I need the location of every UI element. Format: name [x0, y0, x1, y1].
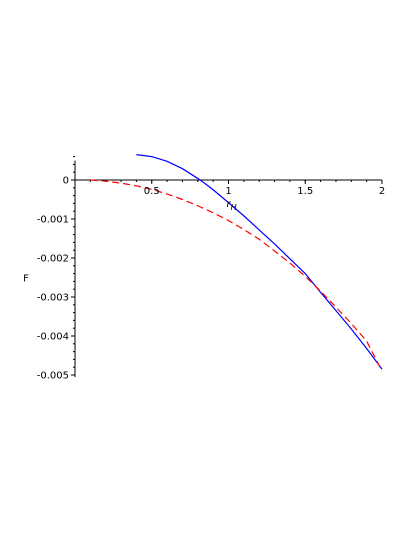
minor-ticks: [73, 156, 383, 376]
series-layer: [90, 154, 383, 372]
y-tick-label: -0.002: [37, 254, 69, 265]
series-line-solid: [136, 154, 383, 370]
y-tick-label: -0.001: [37, 215, 69, 226]
y-tick-label: -0.005: [37, 371, 69, 382]
x-axis-label-subscript: H: [231, 203, 237, 212]
x-tick-label: 0.5: [144, 186, 160, 197]
y-axis-label: F: [23, 274, 29, 285]
y-tick-label: -0.003: [37, 293, 69, 304]
x-axis-label: rH: [227, 199, 237, 212]
x-tick-label: 1.5: [297, 186, 313, 197]
x-tick-label: 2: [379, 186, 385, 197]
labels: 0 -0.001 -0.002 -0.003 -0.004 -0.005 0.5 1 1.5 2 r…: [23, 176, 385, 382]
y-tick-label: -0.004: [37, 332, 69, 343]
y-tick-label: 0: [63, 176, 69, 187]
x-tick-label: 1: [225, 186, 231, 197]
series-line-dashed: [90, 179, 383, 372]
